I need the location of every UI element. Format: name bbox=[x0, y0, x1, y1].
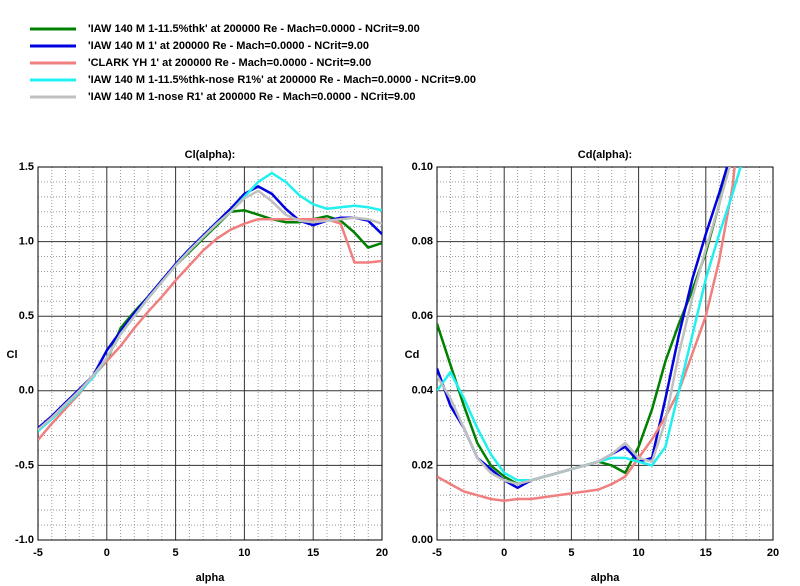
x-tick-label: -5 bbox=[432, 547, 442, 559]
series-group bbox=[38, 171, 382, 441]
x-tick-label: 0 bbox=[104, 547, 110, 559]
y-tick-label: 0.08 bbox=[412, 236, 433, 248]
y-tick-label: 0.02 bbox=[412, 459, 433, 471]
legend-label: 'IAW 140 M 1' at 200000 Re - Mach=0.0000… bbox=[88, 40, 369, 52]
x-tick-label: 20 bbox=[767, 547, 779, 559]
series-line bbox=[437, 167, 731, 486]
legend-label: 'IAW 140 M 1-11.5%thk' at 200000 Re - Ma… bbox=[88, 23, 420, 35]
x-tick-label: 15 bbox=[307, 547, 319, 559]
y-tick-label: 0.00 bbox=[412, 534, 433, 546]
y-tick-label: 0.10 bbox=[412, 161, 433, 173]
x-tick-label: 5 bbox=[173, 547, 179, 559]
x-tick-label: 0 bbox=[501, 547, 507, 559]
series-line bbox=[38, 217, 382, 441]
y-tick-label: 1.0 bbox=[19, 236, 34, 248]
legend-label: 'IAW 140 M 1-11.5%thk-nose R1%' at 20000… bbox=[88, 74, 476, 86]
plot-frame bbox=[436, 166, 774, 541]
series-line bbox=[437, 167, 736, 503]
chart-title: Cl(alpha): bbox=[185, 149, 236, 161]
legend-label: 'CLARK YH 1' at 200000 Re - Mach=0.0000 … bbox=[88, 57, 371, 69]
y-axis-label: Cl bbox=[7, 349, 18, 361]
x-tick-label: 5 bbox=[568, 547, 574, 559]
series-line bbox=[38, 189, 382, 431]
series-group bbox=[437, 167, 742, 503]
y-tick-label: 0.0 bbox=[19, 385, 34, 397]
chart-title: Cd(alpha): bbox=[578, 149, 632, 161]
x-tick-label: 10 bbox=[632, 547, 644, 559]
x-axis-label: alpha bbox=[591, 572, 621, 584]
y-tick-label: 0.06 bbox=[412, 310, 433, 322]
x-axis-label: alpha bbox=[196, 572, 226, 584]
y-tick-label: 0.04 bbox=[412, 385, 434, 397]
series-line bbox=[437, 167, 742, 482]
x-tick-label: 15 bbox=[700, 547, 712, 559]
x-tick-label: -5 bbox=[33, 547, 43, 559]
y-axis-label: Cd bbox=[405, 349, 420, 361]
legend-label: 'IAW 140 M 1-nose R1' at 200000 Re - Mac… bbox=[88, 91, 415, 103]
y-tick-label: -0.5 bbox=[15, 459, 34, 471]
x-tick-label: 20 bbox=[376, 547, 388, 559]
series-line bbox=[38, 185, 382, 430]
y-tick-label: 0.5 bbox=[19, 310, 34, 322]
y-tick-label: 1.5 bbox=[19, 161, 34, 173]
y-tick-label: -1.0 bbox=[15, 534, 34, 546]
x-tick-label: 10 bbox=[238, 547, 250, 559]
plot-frame bbox=[37, 166, 383, 541]
